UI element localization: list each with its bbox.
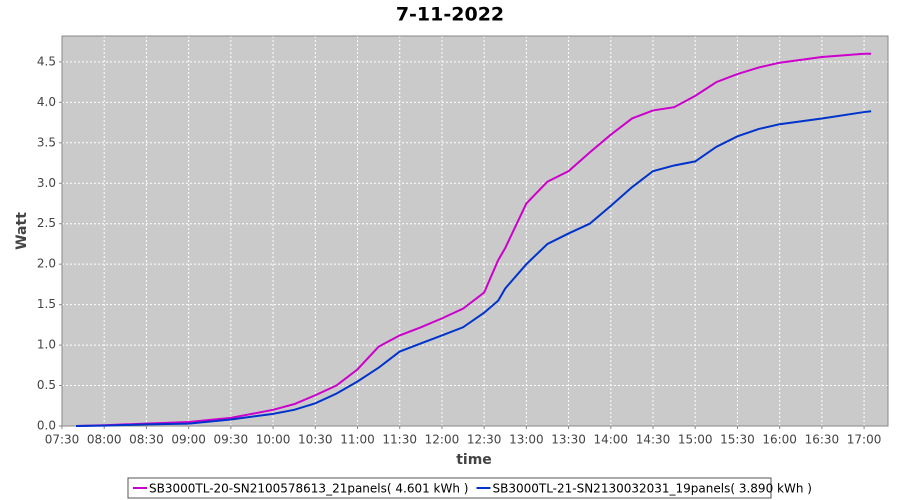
x-tick-label: 09:00: [171, 433, 206, 447]
x-tick-label: 15:30: [720, 433, 755, 447]
x-tick-label: 12:30: [467, 433, 502, 447]
y-tick-label: 4.5: [37, 54, 56, 68]
x-tick-label: 13:30: [551, 433, 586, 447]
y-tick-label: 1.5: [37, 297, 56, 311]
series-line: [76, 110, 872, 427]
y-axis-label: Watt: [14, 212, 30, 250]
x-tick-label: 10:00: [256, 433, 291, 447]
x-tick-label: 11:30: [382, 433, 417, 447]
y-tick-label: 3.0: [37, 176, 56, 190]
y-tick-label: 4.0: [37, 95, 56, 109]
legend-label: SB3000TL-20-SN2100578613_21panels( 4.601…: [149, 482, 468, 496]
x-tick-label: 17:00: [847, 433, 882, 447]
x-tick-label: 08:00: [87, 433, 122, 447]
legend: [127, 477, 772, 499]
x-tick-label: 16:00: [762, 433, 797, 447]
y-tick-label: 3.5: [37, 135, 56, 149]
chart-title: 7-11-2022: [396, 4, 504, 26]
legend-label: SB3000TL-21-SN2130032031_19panels( 3.890…: [492, 482, 811, 496]
x-tick-label: 14:30: [636, 433, 671, 447]
x-tick-label: 10:30: [298, 433, 333, 447]
x-tick-label: 11:00: [340, 433, 375, 447]
x-tick-label: 07:30: [45, 433, 80, 447]
series-line: [76, 52, 872, 427]
plot-area: [61, 35, 889, 427]
x-tick-label: 15:00: [678, 433, 713, 447]
plot-area: [61, 35, 889, 427]
x-tick-label: 16:30: [805, 433, 840, 447]
x-axis-label: time: [456, 452, 492, 468]
x-tick-label: 08:30: [129, 433, 164, 447]
x-tick-label: 12:00: [425, 433, 460, 447]
y-tick-label: 2.5: [37, 216, 56, 230]
x-tick-label: 13:00: [509, 433, 544, 447]
y-tick-label: 1.0: [37, 338, 56, 352]
x-tick-label: 09:30: [214, 433, 249, 447]
x-tick-label: 14:00: [593, 433, 628, 447]
y-tick-label: 0.5: [37, 378, 56, 392]
y-tick-label: 2.0: [37, 257, 56, 271]
y-tick-label: 0.0: [37, 419, 56, 433]
